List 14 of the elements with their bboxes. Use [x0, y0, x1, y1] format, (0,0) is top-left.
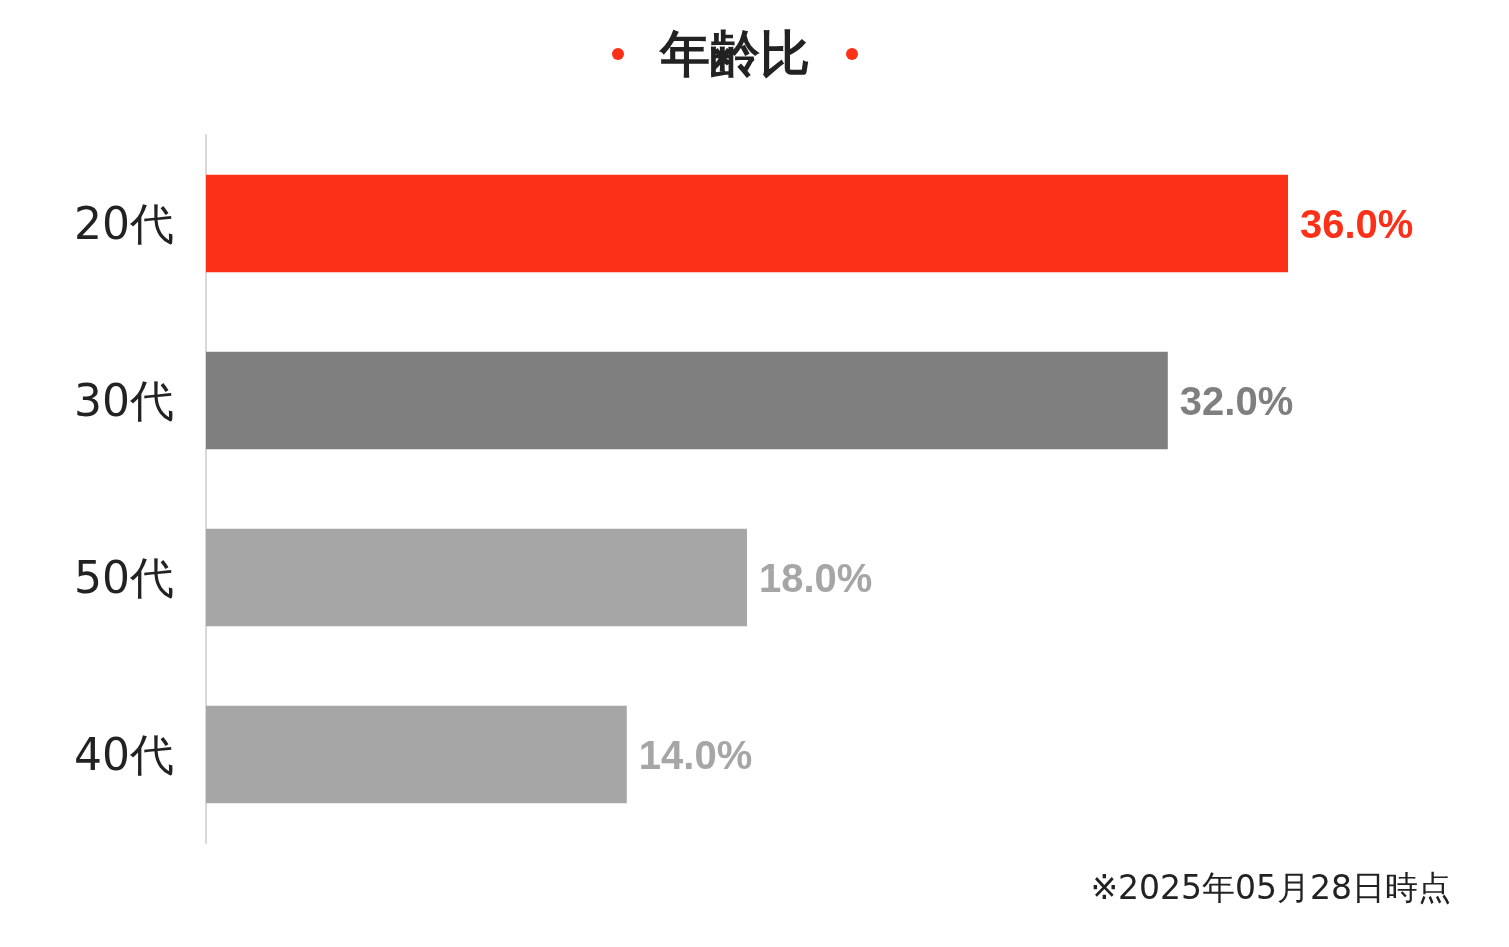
y-tick-label: 30代 — [74, 375, 174, 426]
text: ※2025年05月28日時点 — [1090, 867, 1451, 909]
data-label: 32.0% — [1179, 378, 1294, 423]
bar — [206, 528, 747, 627]
y-tick-label: 20代 — [74, 198, 174, 249]
data-label: 14.0% — [638, 732, 753, 777]
bar — [206, 351, 1168, 450]
chart-title: 年齢比 — [660, 24, 810, 84]
data-label: 36.0% — [1300, 201, 1414, 246]
bar — [206, 705, 627, 804]
bar — [206, 174, 1288, 273]
y-tick-label: 50代 — [74, 552, 174, 603]
data-label: 18.0% — [759, 555, 873, 600]
y-tick-label: 40代 — [74, 729, 174, 780]
